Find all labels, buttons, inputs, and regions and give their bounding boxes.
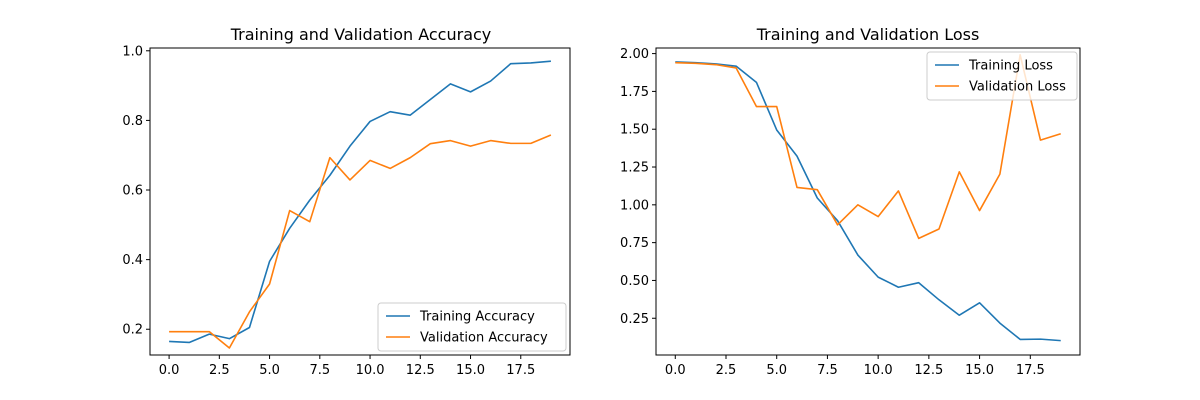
x-tick-label: 15.0 <box>965 363 994 378</box>
series-line <box>169 134 552 349</box>
y-tick-label: 1.25 <box>620 161 649 176</box>
y-tick-label: 1.00 <box>620 198 649 213</box>
x-tick-label: 5.0 <box>259 363 280 378</box>
x-tick-label: 10.0 <box>356 363 385 378</box>
y-tick-label: 0.6 <box>122 184 143 199</box>
x-tick-label: 7.5 <box>309 363 330 378</box>
y-tick-label: 1.0 <box>122 44 143 59</box>
legend: Training Loss Validation Loss <box>926 51 1078 101</box>
axes-frame <box>655 47 1081 356</box>
legend-label: Validation Accuracy <box>420 331 548 346</box>
series-line <box>675 54 1061 240</box>
x-tick-label: 10.0 <box>864 363 893 378</box>
y-tick-label: 0.75 <box>620 236 649 251</box>
y-tick-label: 0.4 <box>122 253 143 268</box>
y-tick-label: 0.25 <box>620 312 649 327</box>
x-tick-label: 0.0 <box>159 363 180 378</box>
x-tick-label: 0.0 <box>665 363 686 378</box>
y-tick-label: 0.8 <box>122 114 143 129</box>
y-tick-label: 2.00 <box>620 47 649 62</box>
y-tick-label: 0.2 <box>122 323 143 338</box>
y-tick-label: 0.50 <box>620 274 649 289</box>
tick-layer: 0.0 2.5 5.0 7.5 10.0 12.5 15.0 17.5 0.2 0.4 0.6 0.8… <box>122 44 535 378</box>
accuracy-chart: Training and Validation Accuracy 0.0 2.5 5… <box>122 25 571 378</box>
x-tick-label: 12.5 <box>914 363 943 378</box>
chart-title: Training and Validation Accuracy <box>230 25 492 44</box>
x-tick-label: 17.5 <box>506 363 535 378</box>
x-tick-label: 2.5 <box>716 363 737 378</box>
tick-layer: 0.0 2.5 5.0 7.5 10.0 12.5 15.0 17.5 0.25 0.50 0.75… <box>620 47 1045 378</box>
y-tick-label: 1.75 <box>620 85 649 100</box>
x-tick-label: 2.5 <box>209 363 230 378</box>
legend-label: Training Accuracy <box>419 310 535 325</box>
legend-label: Training Loss <box>968 59 1053 74</box>
series-layer <box>169 60 552 349</box>
series-line <box>169 60 551 344</box>
loss-chart: Training and Validation Loss 0.0 2.5 5.0 7.… <box>620 25 1081 378</box>
x-tick-label: 17.5 <box>1016 363 1045 378</box>
x-tick-label: 15.0 <box>456 363 485 378</box>
x-tick-label: 12.5 <box>406 363 435 378</box>
legend: Training Accuracy Validation Accuracy <box>377 302 567 352</box>
legend-label: Validation Loss <box>969 80 1066 95</box>
chart-title: Training and Validation Loss <box>756 25 980 44</box>
axes-frame <box>149 47 571 356</box>
series-layer <box>675 54 1061 342</box>
y-tick-label: 1.50 <box>620 123 649 138</box>
legend-box <box>377 302 567 352</box>
legend-box <box>926 51 1078 101</box>
x-tick-label: 5.0 <box>766 363 787 378</box>
series-line <box>675 61 1061 342</box>
x-tick-label: 7.5 <box>817 363 838 378</box>
